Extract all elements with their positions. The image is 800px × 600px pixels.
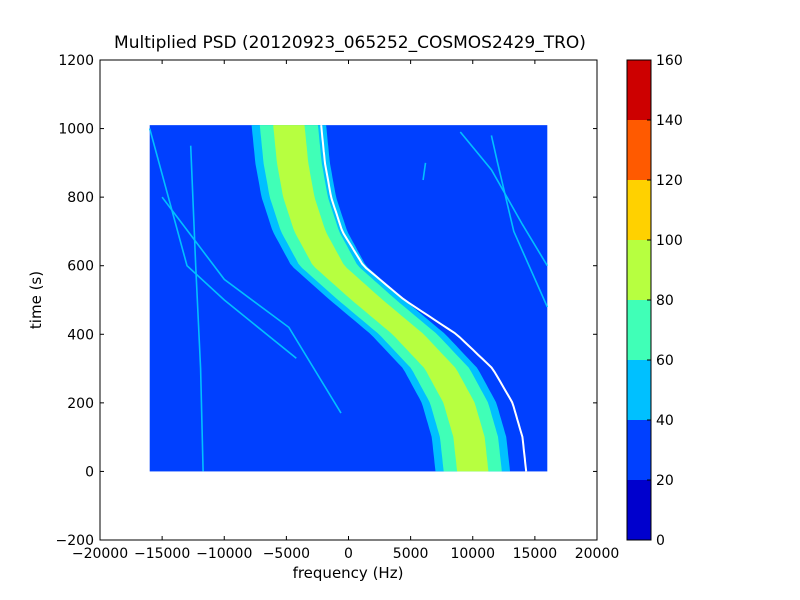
secondary-trace-4 (490, 135, 549, 308)
x-tick-label: 20000 (575, 546, 620, 562)
y-tick-label: 600 (67, 259, 94, 275)
y-tick-label: −200 (56, 533, 94, 549)
chart-title: Multiplied PSD (20120923_065252_COSMOS24… (114, 33, 586, 53)
colorbar-level-40-60 (627, 360, 651, 420)
secondary-trace-6 (422, 162, 427, 181)
x-tick-label: −10000 (196, 546, 252, 562)
colorbar-tick-label: 20 (656, 473, 674, 489)
colorbar-level-80-100 (627, 240, 651, 300)
colorbar-tick-label: 0 (656, 533, 665, 549)
y-tick-label: 1000 (58, 122, 94, 138)
colorbar-tick-label: 120 (656, 173, 683, 189)
colorbar-tick-label: 100 (656, 233, 683, 249)
colorbar-level-20-40 (627, 420, 651, 480)
secondary-trace-5 (459, 131, 548, 267)
colorbar-level-120-140 (627, 120, 651, 180)
x-axis-label: frequency (Hz) (293, 564, 404, 582)
y-tick-label: 800 (67, 190, 94, 206)
colorbar: 0 20 40 60 80 100 120 140 160 (626, 53, 683, 549)
fit-curve-white (320, 125, 528, 472)
psd-traces (148, 125, 549, 472)
y-tick-label: 0 (85, 464, 94, 480)
secondary-trace-2 (161, 196, 342, 414)
y-tick-label: 400 (67, 327, 94, 343)
x-axis-ticks: −20000 −15000 −10000 −5000 0 5000 10000 15000 20… (72, 60, 619, 562)
colorbar-tick-label: 80 (656, 293, 674, 309)
x-tick-label: −20000 (72, 546, 128, 562)
secondary-trace-1 (189, 145, 204, 472)
secondary-trace-3 (148, 128, 297, 359)
x-tick-label: 15000 (513, 546, 558, 562)
plot-area: −20000 −15000 −10000 −5000 0 5000 10000 15000 20… (56, 53, 620, 562)
trace-band-level-85 (273, 125, 489, 472)
y-tick-label: 200 (67, 396, 94, 412)
colorbar-tick-label: 60 (656, 353, 674, 369)
x-tick-label: 0 (344, 546, 353, 562)
x-tick-label: −5000 (263, 546, 310, 562)
y-axis-label: time (s) (27, 271, 45, 329)
colorbar-level-60-80 (627, 300, 651, 360)
colorbar-tick-label: 160 (656, 53, 683, 69)
x-tick-label: 5000 (393, 546, 429, 562)
y-tick-label: 1200 (58, 53, 94, 69)
colorbar-level-140-160 (627, 60, 651, 120)
x-tick-label: −15000 (134, 546, 190, 562)
y-axis-ticks: −200 0 200 400 600 800 1000 1200 (56, 53, 597, 549)
colorbar-tick-label: 40 (656, 413, 674, 429)
colorbar-level-0-20 (627, 480, 651, 540)
x-tick-label: 10000 (450, 546, 495, 562)
psd-heatmap (149, 125, 548, 472)
colorbar-tick-label: 140 (656, 113, 683, 129)
colorbar-level-100-120 (627, 180, 651, 240)
